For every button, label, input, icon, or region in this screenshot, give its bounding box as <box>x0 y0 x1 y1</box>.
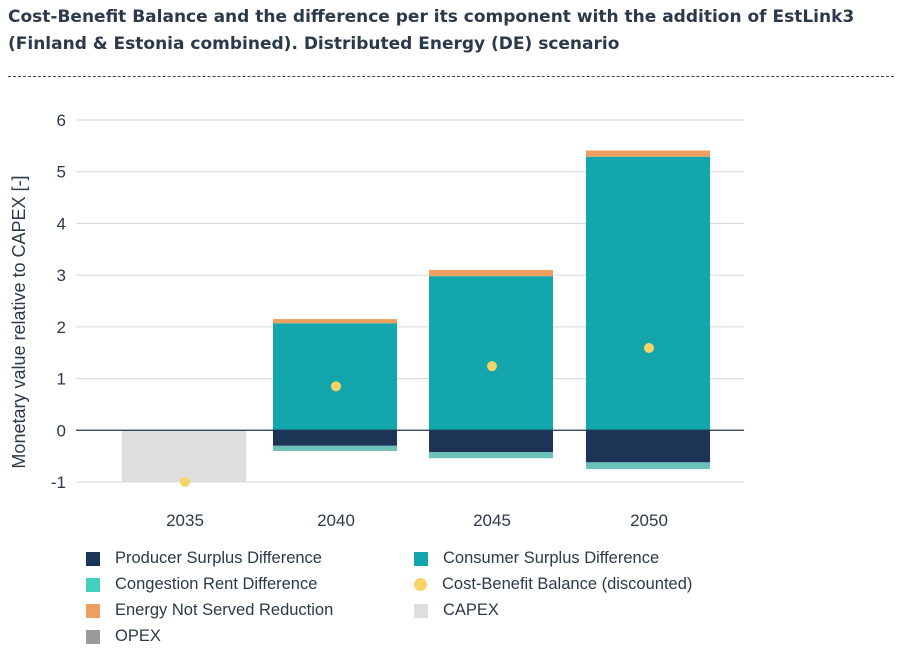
bar-congestion-2045 <box>429 452 553 459</box>
legend-swatch <box>414 551 428 566</box>
y-tick-label: -1 <box>51 473 66 492</box>
legend-label: Producer Surplus Difference <box>115 549 322 567</box>
legend-swatch <box>86 551 100 566</box>
balance-dot-2050 <box>644 343 654 354</box>
legend-item: OPEX <box>86 626 414 647</box>
y-axis-label: Monetary value relative to CAPEX [-] <box>9 175 29 468</box>
bar-ens-2045 <box>429 269 553 277</box>
chart-title: Cost-Benefit Balance and the difference … <box>8 7 855 54</box>
x-tick-label: 2040 <box>317 511 355 530</box>
y-tick-label: 4 <box>57 214 66 233</box>
legend-swatch <box>414 603 428 618</box>
x-tick-label: 2035 <box>166 511 204 530</box>
legend-item: Cost-Benefit Balance (discounted) <box>414 574 744 595</box>
legend: Producer Surplus Difference Consumer Surp… <box>86 548 786 647</box>
legend-swatch <box>86 577 100 592</box>
x-tick-labels: 2035 2040 2045 2050 <box>166 511 668 530</box>
y-tick-label: 5 <box>57 163 66 182</box>
bar-consumer-2045 <box>429 276 553 431</box>
bar-congestion-2050 <box>586 462 710 470</box>
legend-label: Consumer Surplus Difference <box>443 549 660 567</box>
bar-consumer-2040 <box>273 323 397 431</box>
legend-label: CAPEX <box>443 601 499 619</box>
y-tick-label: 2 <box>57 318 66 337</box>
y-tick-label: 1 <box>57 370 66 389</box>
legend-label: Congestion Rent Difference <box>115 575 318 593</box>
bar-producer-2050 <box>586 430 710 463</box>
legend-item: CAPEX <box>414 600 744 621</box>
bars <box>122 150 710 482</box>
balance-markers <box>180 343 654 487</box>
legend-swatch <box>414 578 427 591</box>
balance-dot-2045 <box>487 361 497 372</box>
y-tick-label: 6 <box>57 111 66 130</box>
bar-producer-2045 <box>429 430 553 453</box>
balance-dot-2040 <box>331 381 341 392</box>
legend-label: Cost-Benefit Balance (discounted) <box>442 575 693 593</box>
bar-congestion-2040 <box>273 445 397 451</box>
y-tick-labels: -1 0 1 2 3 4 5 6 <box>51 111 66 492</box>
x-tick-label: 2045 <box>473 511 511 530</box>
legend-swatch <box>86 629 100 644</box>
bar-capex-2035 <box>122 430 246 482</box>
bar-ens-2050 <box>586 150 710 157</box>
chart-canvas: -1 0 1 2 3 4 5 6 2035 2040 2045 2050 Monetary valu… <box>9 111 744 530</box>
x-tick-label: 2050 <box>630 511 668 530</box>
bar-ens-2040 <box>273 319 397 324</box>
title-divider <box>8 76 894 77</box>
legend-item: Congestion Rent Difference <box>86 574 414 595</box>
legend-item: Consumer Surplus Difference <box>414 548 744 569</box>
legend-swatch <box>86 603 100 618</box>
balance-dot-2035 <box>180 477 190 487</box>
bar-producer-2040 <box>273 430 397 446</box>
legend-item: Producer Surplus Difference <box>86 548 414 569</box>
legend-label: OPEX <box>115 627 161 645</box>
legend-item: Energy Not Served Reduction <box>86 600 414 621</box>
bar-consumer-2050 <box>586 156 710 431</box>
legend-label: Energy Not Served Reduction <box>115 601 334 619</box>
y-tick-label: 3 <box>57 266 66 285</box>
y-tick-label: 0 <box>57 421 66 440</box>
